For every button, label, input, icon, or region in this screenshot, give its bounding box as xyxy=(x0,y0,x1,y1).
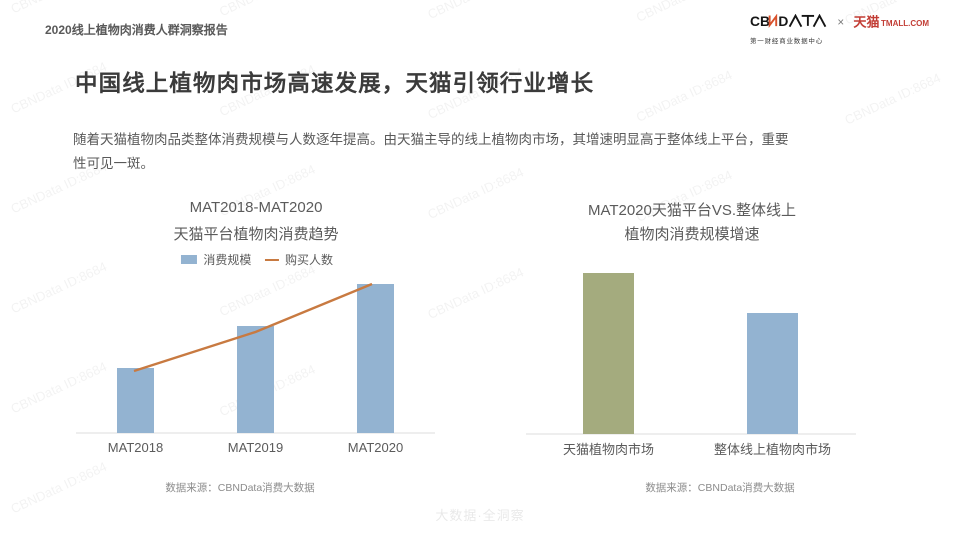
svg-text:MAT2018: MAT2018 xyxy=(108,440,163,455)
svg-text:MAT2019: MAT2019 xyxy=(228,440,283,455)
svg-text:天猫植物肉市场: 天猫植物肉市场 xyxy=(563,442,654,457)
svg-text:整体线上植物肉市场: 整体线上植物肉市场 xyxy=(714,442,831,457)
svg-text:MAT2020: MAT2020 xyxy=(348,440,403,455)
